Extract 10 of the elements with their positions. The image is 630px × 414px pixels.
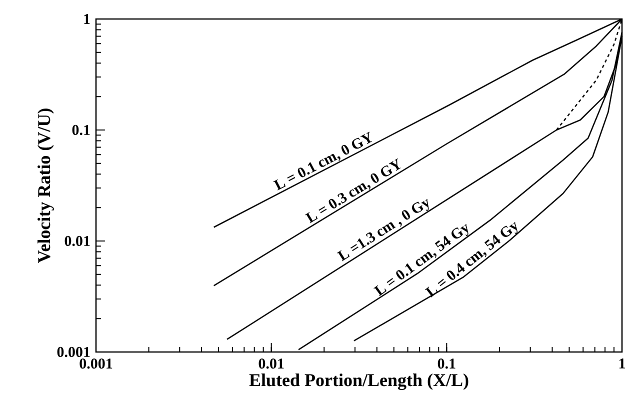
y-tick-label: 0.1 — [72, 124, 90, 136]
x-tick-label: 0.1 — [438, 358, 456, 369]
y-tick-label: 1 — [84, 14, 90, 24]
x-axis-title: Eluted Portion/Length (X/L) — [249, 374, 468, 390]
y-tick-label: 0.01 — [64, 236, 90, 246]
y-axis-title: Velocity Ratio (V/U) — [38, 108, 54, 263]
x-tick-label: 0.01 — [258, 358, 284, 369]
y-tick-label: 0.001 — [57, 346, 90, 358]
x-tick-label: 0.001 — [80, 358, 112, 369]
x-tick-label: 1 — [619, 358, 625, 368]
